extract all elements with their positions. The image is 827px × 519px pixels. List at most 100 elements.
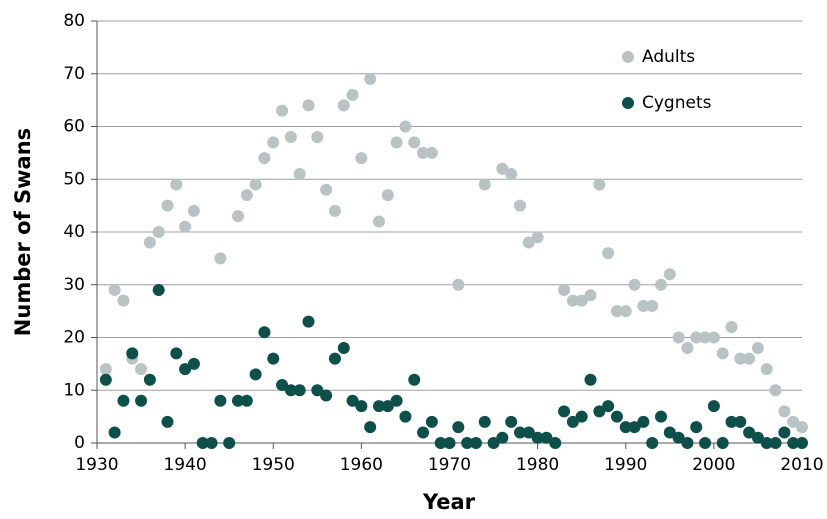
point	[143, 236, 156, 249]
point	[267, 352, 280, 365]
point	[610, 305, 623, 318]
point	[796, 437, 808, 449]
point	[434, 437, 447, 449]
point	[655, 278, 667, 291]
point	[505, 415, 518, 428]
x-tick-label: 2000	[692, 455, 735, 475]
x-tick-label: 1940	[163, 455, 206, 475]
point	[751, 431, 764, 444]
point	[108, 284, 121, 297]
point	[593, 405, 606, 418]
point	[558, 405, 571, 418]
point	[320, 183, 333, 196]
point	[469, 437, 482, 449]
point	[584, 289, 597, 302]
y-tick-label: 50	[63, 169, 85, 189]
point	[364, 421, 377, 434]
point	[328, 352, 341, 365]
point	[487, 437, 500, 449]
y-tick-label: 60	[63, 117, 85, 137]
legend-label: Adults	[642, 47, 695, 67]
point	[619, 305, 632, 318]
point	[196, 437, 209, 449]
point	[699, 331, 712, 344]
point	[522, 426, 535, 439]
point	[373, 400, 385, 413]
point	[311, 384, 324, 397]
y-tick-label: 20	[63, 328, 85, 348]
point	[452, 421, 465, 434]
point	[337, 342, 350, 355]
point	[284, 384, 297, 397]
x-axis-title: Year	[422, 490, 476, 514]
point	[699, 437, 712, 449]
x-tick-label: 2010	[780, 455, 823, 475]
point	[610, 410, 623, 423]
y-tick-label: 30	[63, 275, 85, 295]
point	[337, 99, 350, 112]
point	[346, 88, 359, 101]
point	[135, 363, 148, 376]
point	[284, 131, 297, 144]
point	[293, 384, 306, 397]
x-tick-label: 1990	[604, 455, 647, 475]
y-tick-label: 40	[63, 222, 85, 242]
point	[743, 426, 756, 439]
point	[593, 178, 606, 191]
y-tick-label: 10	[63, 380, 85, 400]
x-tick-label: 1960	[340, 455, 383, 475]
point	[778, 426, 791, 439]
point	[302, 315, 315, 328]
point	[549, 437, 562, 449]
point	[628, 421, 641, 434]
point	[725, 415, 738, 428]
point	[602, 247, 615, 260]
point	[443, 437, 456, 449]
point	[99, 363, 112, 376]
point	[355, 400, 368, 413]
point	[690, 331, 703, 344]
point	[126, 347, 139, 360]
point	[707, 400, 720, 413]
point	[240, 189, 253, 202]
point	[584, 373, 597, 386]
point	[646, 299, 659, 312]
point	[672, 331, 685, 344]
point	[399, 120, 412, 133]
point	[179, 363, 192, 376]
x-tick-label: 1930	[75, 455, 118, 475]
point	[258, 152, 271, 165]
point	[760, 437, 773, 449]
x-tick-label: 1980	[516, 455, 559, 475]
point	[769, 437, 782, 449]
point	[108, 426, 121, 439]
point	[496, 162, 509, 175]
point	[328, 204, 341, 217]
point	[478, 178, 491, 191]
point	[276, 378, 289, 391]
point	[170, 178, 183, 191]
point	[373, 215, 385, 228]
point	[425, 415, 438, 428]
y-axis-title: Number of Swans	[11, 128, 35, 336]
point	[381, 400, 394, 413]
point	[346, 394, 359, 407]
point	[743, 352, 756, 365]
point	[681, 437, 694, 449]
legend-marker	[622, 97, 634, 109]
point	[425, 146, 438, 159]
point	[681, 342, 694, 355]
point	[787, 437, 800, 449]
point	[531, 431, 544, 444]
point	[293, 167, 306, 180]
point	[461, 437, 474, 449]
point	[408, 136, 421, 149]
point	[152, 226, 165, 238]
x-tick-label: 1950	[252, 455, 295, 475]
point	[566, 415, 579, 428]
point	[663, 268, 676, 281]
point	[751, 342, 764, 355]
point	[390, 136, 403, 149]
point	[249, 368, 262, 381]
